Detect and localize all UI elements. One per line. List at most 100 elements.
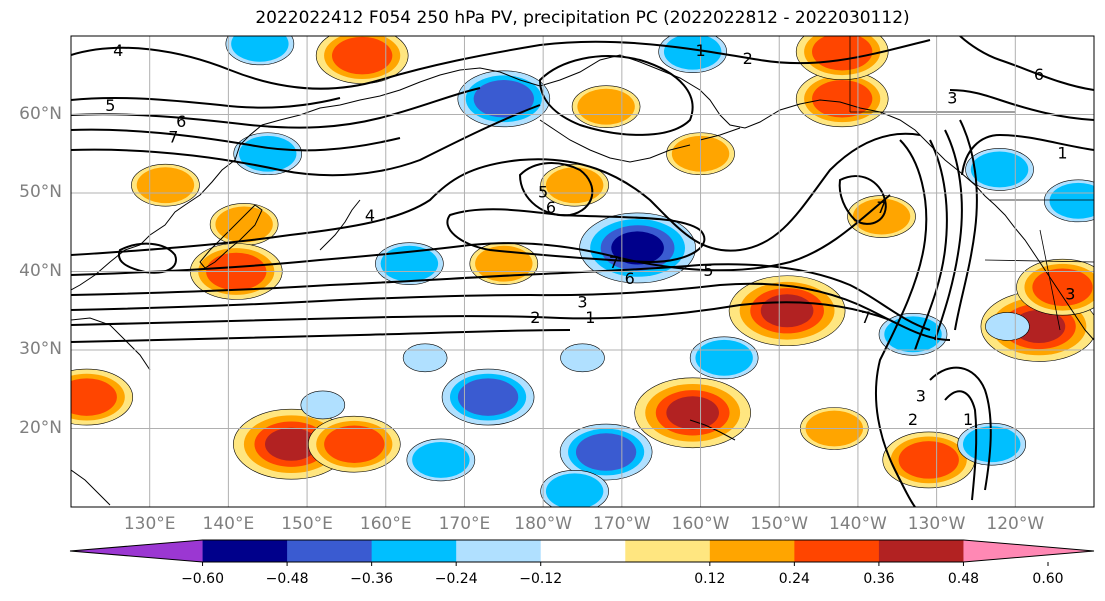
positive-precip-anomaly <box>469 242 539 285</box>
coastlines <box>71 54 1094 506</box>
anomaly-shade-level <box>71 378 117 416</box>
anomaly-shade-level <box>475 245 533 282</box>
anomaly-shade-level <box>985 312 1030 341</box>
positive-precip-anomaly <box>1016 258 1094 316</box>
longitude-label: 180°W <box>514 514 573 534</box>
map-title: 2022022412 F054 250 hPa PV, precipitatio… <box>255 8 910 28</box>
map-frame <box>70 35 1095 508</box>
colorbar-segment <box>287 540 373 562</box>
graticule <box>71 36 1094 507</box>
colorbar-segment <box>202 540 288 562</box>
longitude-label: 150°W <box>750 514 809 534</box>
pv-contour-label: 7 <box>876 198 886 217</box>
pv-contour-label: 1 <box>585 308 595 327</box>
latitude-label: 60°N <box>19 103 62 124</box>
negative-precip-anomaly <box>225 36 295 66</box>
pv-contour-label: 2 <box>743 49 753 68</box>
anomaly-shade-level <box>545 167 604 204</box>
pv-contour-label: 3 <box>916 387 926 406</box>
negative-precip-anomaly <box>406 438 476 482</box>
colorbar-segment <box>371 540 457 562</box>
anomaly-shade-level <box>812 36 873 71</box>
latitude-label: 40°N <box>19 260 62 281</box>
anomaly-shade-level <box>1032 268 1093 306</box>
pv-contour-label: 6 <box>546 198 556 217</box>
pv-contour-label: 4 <box>113 41 123 60</box>
colorbar-tick-label: −0.60 <box>181 571 224 587</box>
negative-precip-anomaly <box>300 390 346 420</box>
anomaly-shade-level <box>666 396 719 430</box>
anomaly-shade-level <box>136 167 195 204</box>
colorbar <box>69 539 1095 566</box>
positive-precip-anomaly <box>847 195 916 238</box>
anomaly-shade-level <box>239 135 297 172</box>
colorbar-segment <box>625 540 711 562</box>
precip-anomaly-shading <box>71 36 1094 507</box>
latitude-label: 30°N <box>19 339 62 359</box>
anomaly-shade-level <box>575 433 637 471</box>
colorbar-segment <box>878 540 964 562</box>
negative-precip-anomaly <box>985 312 1030 341</box>
anomaly-shade-level <box>663 36 722 70</box>
negative-precip-anomaly <box>375 242 444 285</box>
anomaly-shade-level <box>332 36 393 75</box>
negative-precip-anomaly <box>1043 179 1094 223</box>
negative-precip-anomaly <box>560 343 605 373</box>
longitude-label: 130°W <box>907 514 966 534</box>
pv-contour-label: 5 <box>703 261 713 280</box>
anomaly-shade-level <box>412 441 470 478</box>
colorbar-segment <box>70 540 203 562</box>
pv-contour-label: 2 <box>530 308 540 327</box>
pv-contour-label: 4 <box>365 206 375 225</box>
anomaly-shade-level <box>215 206 273 243</box>
anomaly-shade-level <box>560 343 605 373</box>
positive-precip-anomaly <box>634 377 751 449</box>
anomaly-shade-level <box>324 425 385 463</box>
anomaly-shade-level <box>231 36 289 62</box>
longitude-label: 160°E <box>359 514 412 534</box>
colorbar-tick-label: −0.36 <box>350 571 394 587</box>
pv-contour-label: 3 <box>1065 285 1075 304</box>
anomaly-shade-level <box>265 427 318 461</box>
longitude-label: 140°W <box>829 514 887 534</box>
anomaly-shade-level <box>962 426 1021 463</box>
pv-contour-label: 6 <box>176 112 186 131</box>
anomaly-shade-level <box>545 473 604 507</box>
anomaly-shade-level <box>760 294 814 328</box>
colorbar-tick-label: −0.24 <box>434 571 478 587</box>
longitude-label: 170°W <box>592 514 651 534</box>
anomaly-shade-level <box>577 88 635 125</box>
colorbar-segment <box>709 540 795 562</box>
negative-precip-anomaly <box>965 148 1034 191</box>
anomaly-shade-level <box>695 339 753 376</box>
pv-contour-label: 5 <box>538 183 548 202</box>
positive-precip-anomaly <box>795 36 889 80</box>
pv-contour-label: 7 <box>609 253 619 272</box>
longitude-label: 160°W <box>671 514 730 534</box>
borders <box>849 36 1094 331</box>
pv-contour-label: 7 <box>861 308 871 327</box>
latitude-label: 20°N <box>19 417 62 438</box>
positive-precip-anomaly <box>307 415 401 473</box>
anomaly-shade-level <box>380 245 439 282</box>
positive-precip-anomaly <box>882 431 976 489</box>
pv-contour-label: 3 <box>947 88 957 107</box>
colorbar-segment <box>456 540 542 562</box>
pv-contour-label: 6 <box>625 269 635 288</box>
negative-precip-anomaly <box>957 422 1027 466</box>
longitude-label: 120°W <box>986 514 1045 534</box>
negative-precip-anomaly <box>441 368 535 426</box>
anomaly-shade-level <box>970 151 1029 188</box>
pv-contour-label: 6 <box>1034 65 1044 84</box>
pv-contour-label: 1 <box>963 410 973 429</box>
colorbar-tick-label: −0.48 <box>265 571 309 587</box>
negative-precip-anomaly <box>579 212 696 284</box>
negative-precip-anomaly <box>402 343 448 373</box>
latitude-label: 50°N <box>19 182 62 202</box>
negative-precip-anomaly <box>540 470 609 507</box>
anomaly-shade-level <box>300 390 346 420</box>
longitude-label: 150°E <box>281 514 333 534</box>
anomaly-shade-level <box>852 198 911 235</box>
